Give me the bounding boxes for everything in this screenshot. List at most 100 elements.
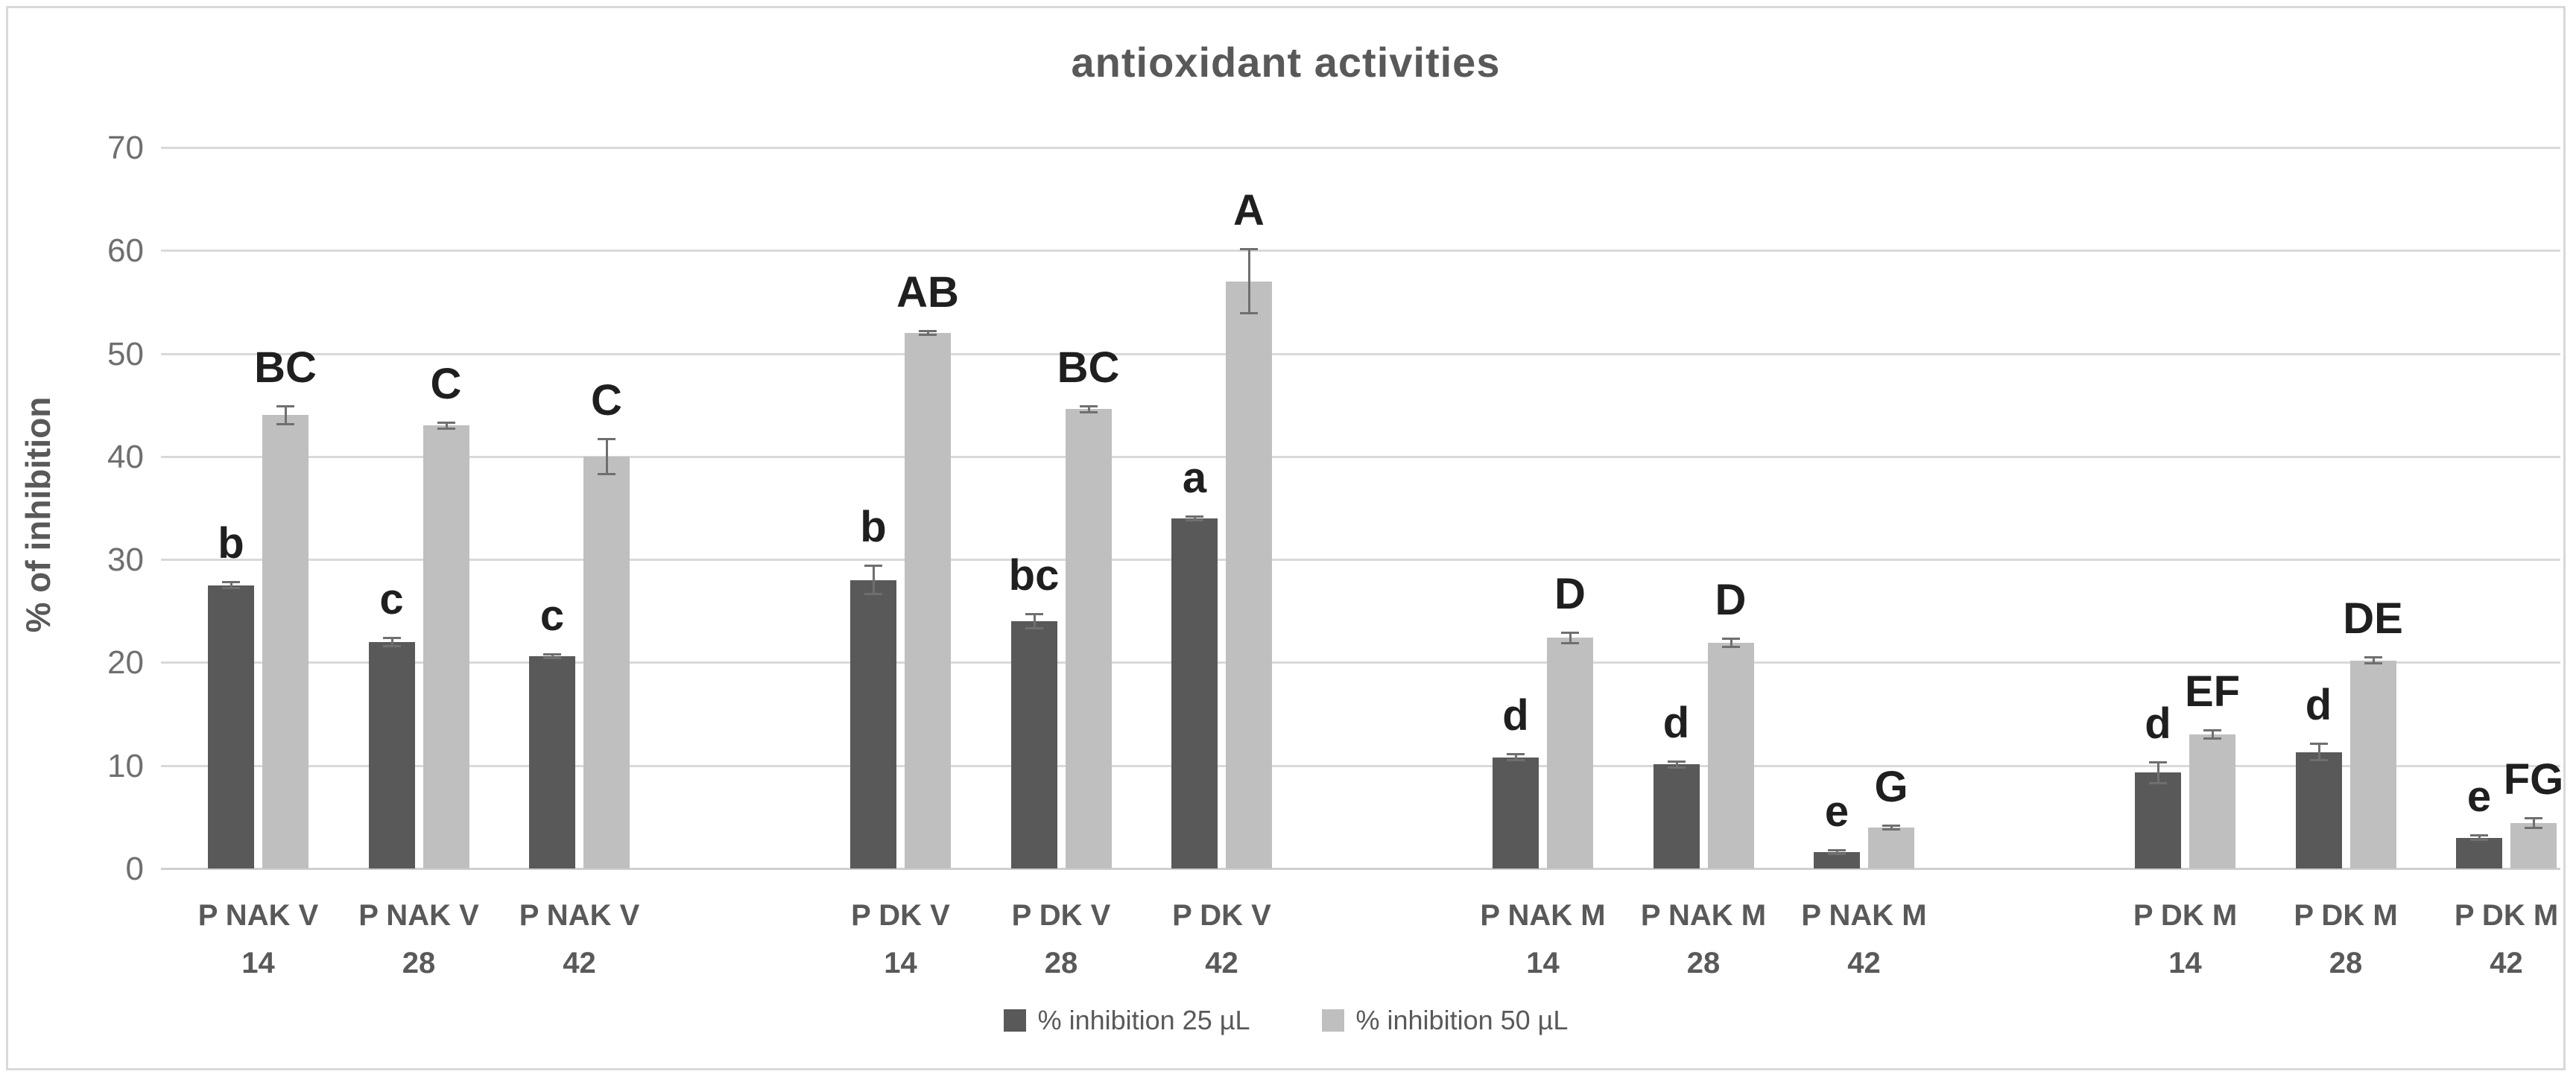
error-bar (2364, 656, 2382, 664)
bar-50ul-6 (1226, 282, 1272, 869)
error-bar (437, 422, 455, 430)
error-bar-stem (873, 567, 875, 593)
error-bar (383, 637, 401, 647)
error-bar (2525, 817, 2542, 830)
legend-swatch-25ul-icon (1004, 1009, 1026, 1032)
error-bar-stem (1034, 615, 1036, 627)
significance-letter: C (364, 358, 528, 411)
y-tick-label-50: 50 (54, 336, 144, 373)
error-bar-stem (1836, 851, 1838, 853)
bar-50ul-9 (1868, 828, 1914, 869)
error-bar (2310, 743, 2328, 761)
chart-frame: antioxidant activities % of inhibition 0… (6, 6, 2566, 1070)
error-bar (1828, 849, 1846, 855)
significance-letter: BC (1007, 341, 1171, 395)
bar-50ul-8 (1708, 643, 1754, 869)
bar-25ul-1 (208, 585, 254, 869)
error-bar (1722, 638, 1740, 648)
bar-50ul-5 (1066, 409, 1112, 869)
significance-letter: D (1649, 574, 1813, 627)
bar-25ul-3 (529, 656, 575, 869)
significance-letter: G (1809, 760, 1973, 814)
bar-50ul-1 (262, 415, 308, 869)
significance-letter: C (525, 374, 689, 428)
bar-25ul-7 (1493, 758, 1539, 869)
y-tick-label-40: 40 (54, 439, 144, 476)
significance-letter: FG (2452, 753, 2576, 807)
error-bar (864, 565, 882, 595)
error-bar-stem (606, 440, 608, 473)
bar-25ul-8 (1653, 764, 1700, 869)
y-tick-label-10: 10 (54, 748, 144, 785)
bar-25ul-12 (2456, 838, 2502, 869)
x-category-name: P NAK V (468, 892, 692, 939)
bar-25ul-4 (850, 580, 896, 869)
bar-25ul-10 (2135, 772, 2181, 869)
x-category-name: P DK V (1110, 892, 1334, 939)
error-bar-stem (1088, 407, 1090, 411)
error-bar-stem (2318, 745, 2320, 759)
legend-label-50ul: % inhibition 50 µL (1356, 1005, 1569, 1036)
error-bar-stem (285, 407, 287, 424)
gridline-50 (161, 353, 2560, 355)
error-bar (1668, 760, 1686, 769)
legend-swatch-50ul-icon (1322, 1009, 1344, 1032)
x-category-day: 42 (1110, 939, 1334, 987)
error-bar-stem (927, 332, 929, 334)
error-bar (2149, 761, 2167, 784)
y-tick-label-70: 70 (54, 130, 144, 167)
legend-item-25ul: % inhibition 25 µL (1004, 1005, 1250, 1036)
gridline-20 (161, 661, 2560, 664)
significance-letter: BC (203, 341, 367, 395)
error-bar-stem (2212, 731, 2214, 737)
bar-50ul-2 (423, 425, 469, 869)
x-category-day: 42 (468, 939, 692, 987)
error-bar-stem (230, 583, 232, 587)
x-category-name: P DK M (2395, 892, 2576, 939)
error-bar-stem (2533, 819, 2535, 828)
error-bar (1025, 613, 1043, 629)
error-bar (1240, 248, 1258, 314)
error-bar (2470, 834, 2488, 840)
error-bar-stem (1730, 640, 1732, 646)
bar-50ul-4 (905, 333, 951, 869)
significance-letter: DE (2291, 592, 2455, 646)
bar-25ul-2 (369, 642, 415, 869)
bar-25ul-6 (1171, 518, 1218, 869)
bar-50ul-11 (2350, 661, 2396, 869)
y-tick-label-20: 20 (54, 644, 144, 682)
bar-50ul-12 (2510, 823, 2557, 869)
error-bar (919, 330, 937, 336)
bar-25ul-5 (1011, 621, 1057, 869)
gridline-30 (161, 559, 2560, 561)
error-bar-stem (1676, 763, 1678, 766)
error-bar-stem (2478, 836, 2481, 838)
legend-item-50ul: % inhibition 50 µL (1322, 1005, 1569, 1036)
error-bar-stem (1890, 827, 1893, 828)
bar-50ul-3 (583, 457, 630, 869)
error-bar-stem (1194, 518, 1196, 519)
error-bar (276, 405, 294, 426)
error-bar-stem (391, 639, 393, 645)
significance-letter: D (1488, 568, 1652, 621)
error-bar (1561, 632, 1579, 644)
legend-label-25ul: % inhibition 25 µL (1038, 1005, 1250, 1036)
y-tick-label-60: 60 (54, 232, 144, 270)
legend: % inhibition 25 µL % inhibition 50 µL (8, 1005, 2563, 1036)
x-category-day: 42 (1753, 939, 1976, 987)
error-bar-stem (1248, 250, 1250, 312)
error-bar (1186, 515, 1203, 521)
bar-50ul-7 (1547, 638, 1593, 869)
error-bar (1507, 753, 1525, 761)
error-bar-stem (1569, 634, 1572, 642)
y-tick-label-30: 30 (54, 542, 144, 579)
error-bar (1882, 825, 1900, 831)
significance-letter: AB (846, 266, 1010, 320)
gridline-70 (161, 147, 2560, 149)
error-bar (598, 438, 615, 475)
y-tick-label-0: 0 (54, 851, 144, 888)
